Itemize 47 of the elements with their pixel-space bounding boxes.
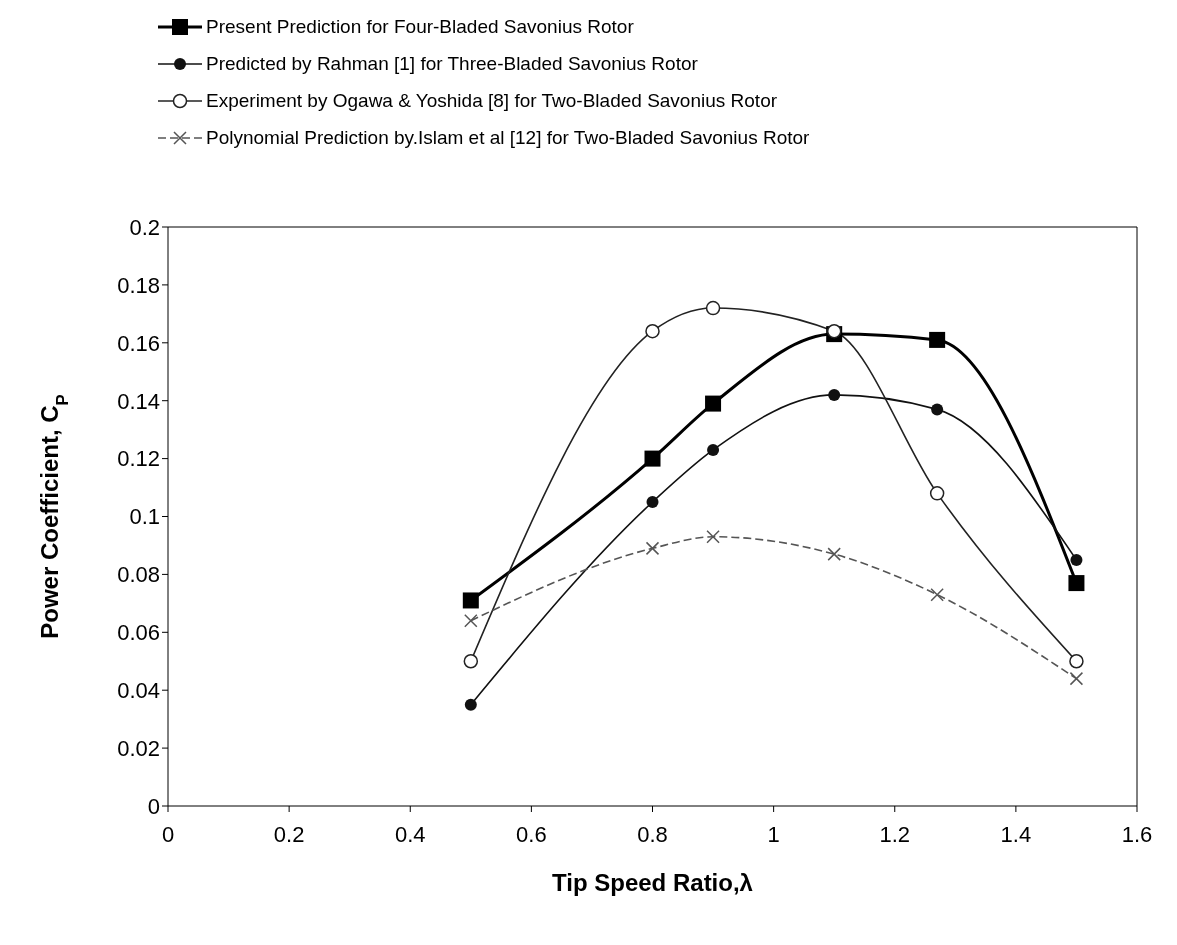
point (462, 592, 479, 609)
y-tick-label: 0 (147, 793, 160, 819)
point (1068, 575, 1085, 592)
y-tick-label: 0.16 (117, 330, 160, 356)
point (705, 395, 722, 412)
y-tick-label: 0.12 (117, 446, 160, 472)
y-tick-label: 0.04 (117, 678, 160, 704)
y-tick-label: 0.08 (117, 562, 160, 588)
x-tick-label: 0.4 (394, 821, 426, 847)
point (705, 300, 721, 316)
point (707, 443, 720, 456)
x-tick-label: 0.2 (273, 821, 305, 847)
point (464, 613, 478, 628)
point (929, 486, 945, 501)
point (1069, 671, 1084, 686)
x-tick-label: 1 (767, 821, 780, 847)
legend-label: Predicted by Rahman [1] for Three-Bladed Savonius Rotor (206, 52, 698, 75)
point (826, 323, 842, 339)
y-tick-label: 0.14 (117, 388, 160, 414)
point (646, 496, 659, 509)
point (828, 388, 841, 401)
point (706, 530, 720, 544)
point (827, 547, 841, 561)
point (464, 698, 477, 711)
point (1069, 654, 1084, 669)
point (644, 450, 661, 467)
point (645, 323, 660, 339)
y-tick-label: 0.02 (117, 735, 160, 761)
legend-label: Polynomial Prediction by.Islam et al [12] for Two-Bladed Savonius Rotor (206, 126, 810, 149)
point (929, 331, 946, 348)
y-tick-label: 0.06 (117, 620, 160, 646)
x-tick-label: 0.8 (637, 821, 668, 847)
legend-label: Experiment by Ogawa & Yoshida [8] for Two-Bladed Savonius Rotor (206, 89, 778, 112)
point (930, 587, 944, 602)
point (463, 654, 479, 669)
y-tick-label: 0.18 (117, 272, 160, 298)
x-tick-label: 1.2 (879, 821, 911, 847)
point (1070, 553, 1083, 566)
legend-label: Present Prediction for Four-Bladed Savonius Rotor (206, 15, 634, 38)
y-tick-label: 0.1 (129, 504, 160, 530)
y-tick-label: 0.2 (129, 214, 160, 240)
x-tick-label: 0.6 (516, 821, 547, 847)
x-tick-label: 1.4 (1000, 821, 1032, 847)
point (931, 403, 944, 416)
point (645, 541, 660, 556)
x-axis-title: Tip Speed Ratio,λ (552, 869, 753, 896)
x-tick-label: 1.6 (1121, 821, 1153, 847)
